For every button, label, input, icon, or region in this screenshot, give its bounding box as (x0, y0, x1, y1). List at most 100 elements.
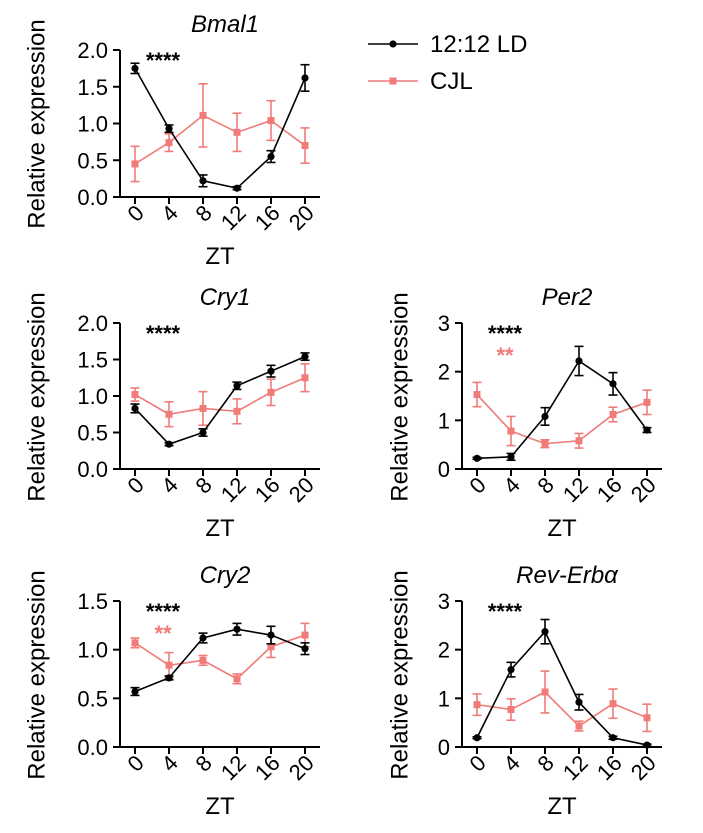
x-tick-label: 16 (250, 750, 285, 785)
chart-panel-2: Cry1 0.0 0.5 1.0 1.5 2.0 0 4 8 12 16 20 ZT Relative e… (24, 284, 320, 542)
series-ld (472, 618, 652, 749)
data-point (165, 139, 173, 147)
data-point (267, 152, 275, 161)
x-axis-label: ZT (547, 793, 577, 820)
y-tick-label: 1.0 (77, 384, 108, 409)
series-line (134, 628, 306, 693)
y-tick-label: 0.5 (77, 421, 108, 446)
significance-marker: **** (146, 321, 181, 346)
data-point (199, 177, 207, 185)
chart-title: Cry2 (200, 562, 251, 589)
x-axis-label: ZT (547, 515, 577, 542)
data-point (541, 440, 549, 448)
series-ld (130, 622, 310, 697)
data-point (131, 639, 139, 647)
significance-marker: ** (496, 343, 514, 368)
x-tick-label: 8 (190, 200, 216, 226)
legend-marker-ld (389, 40, 397, 48)
data-point (643, 426, 651, 434)
data-point (643, 398, 651, 406)
data-point (301, 631, 309, 639)
y-tick-label: 3 (438, 589, 450, 614)
series-line (476, 393, 648, 445)
data-point (233, 407, 241, 415)
x-tick-label: 16 (250, 472, 285, 507)
x-tick-label: 0 (464, 750, 490, 776)
x-tick-label: 4 (498, 750, 524, 776)
x-tick-label: 4 (498, 472, 524, 498)
x-axis-label: ZT (205, 515, 235, 542)
chart-title: Rev-Erbα (516, 562, 619, 589)
data-point (233, 184, 241, 192)
data-point (233, 382, 241, 390)
data-point (575, 698, 583, 706)
significance-marker: **** (488, 599, 523, 624)
data-point (233, 625, 241, 633)
data-point (575, 437, 583, 445)
x-tick-label: 16 (592, 472, 627, 507)
significance-marker: ** (154, 621, 172, 646)
data-point (267, 643, 275, 651)
chart-title: Cry1 (200, 284, 251, 311)
x-tick-label: 12 (558, 750, 593, 785)
x-tick-label: 12 (558, 472, 593, 507)
series-line (476, 691, 648, 728)
y-tick-label: 0.5 (77, 148, 108, 173)
data-point (609, 700, 617, 708)
data-point (473, 734, 481, 742)
data-point (609, 380, 617, 388)
series-ld (130, 352, 310, 448)
legend-entry-cjl: CJL (368, 68, 473, 95)
y-tick-label: 0.5 (77, 686, 108, 711)
chart-panel-4: Cry2 0.0 0.5 1.0 1.5 0 4 8 12 16 20 ZT Relative expr… (24, 562, 320, 820)
data-point (199, 111, 207, 119)
x-tick-label: 20 (284, 200, 319, 235)
data-point (267, 117, 275, 125)
y-tick-label: 0.0 (77, 457, 108, 482)
x-tick-label: 20 (284, 472, 319, 507)
y-axis-label: Relative expression (387, 570, 414, 779)
data-point (301, 142, 309, 150)
x-tick-label: 8 (190, 750, 216, 776)
data-point (507, 666, 515, 674)
x-tick-label: 8 (532, 750, 558, 776)
y-tick-label: 2.0 (77, 38, 108, 63)
chart-title: Per2 (542, 284, 593, 311)
data-point (473, 701, 481, 709)
data-point (609, 410, 617, 418)
x-tick-label: 4 (156, 200, 182, 226)
x-tick-label: 8 (532, 472, 558, 498)
data-point (165, 674, 173, 682)
data-point (643, 741, 651, 749)
data-point (199, 656, 207, 664)
data-point (541, 628, 549, 636)
data-point (575, 357, 583, 365)
series-line (134, 114, 306, 165)
x-tick-label: 12 (216, 472, 251, 507)
y-axis-label: Relative expression (24, 292, 51, 501)
data-point (131, 64, 139, 72)
series-cjl (130, 83, 310, 183)
x-tick-label: 0 (122, 200, 148, 226)
y-axis-label: Relative expression (24, 570, 51, 779)
y-tick-label: 1.0 (77, 112, 108, 137)
legend-label-cjl: CJL (430, 68, 473, 95)
data-point (473, 391, 481, 399)
series-line (134, 67, 306, 190)
data-point (199, 404, 207, 412)
significance-marker: **** (146, 599, 181, 624)
x-tick-label: 0 (464, 472, 490, 498)
data-point (165, 125, 173, 133)
chart-title: Bmal1 (191, 11, 259, 38)
y-axis-label: Relative expression (24, 19, 51, 228)
significance-marker: **** (488, 321, 523, 346)
x-tick-label: 0 (122, 750, 148, 776)
chart-panel-1: Bmal1 0.0 0.5 1.0 1.5 2.0 0 4 8 12 16 20 ZT Relative … (24, 11, 320, 270)
series-line (134, 355, 306, 446)
series-cjl (472, 670, 652, 733)
data-point (199, 428, 207, 437)
data-point (643, 714, 651, 722)
y-tick-label: 0.0 (77, 735, 108, 760)
x-tick-label: 20 (626, 750, 661, 785)
